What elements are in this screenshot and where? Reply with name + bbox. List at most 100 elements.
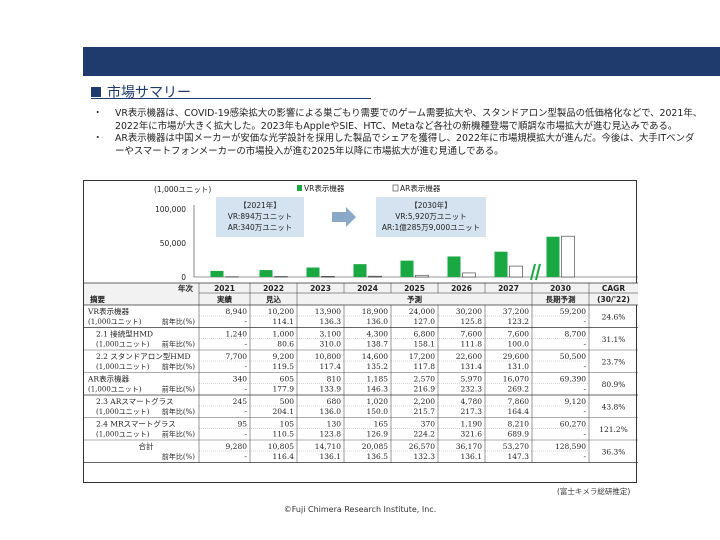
row-name: 2.2 スタンドアロン型HMD xyxy=(96,352,191,361)
cell-value: 1,000 xyxy=(273,330,295,339)
callout-2021-title: 【2021年】 xyxy=(239,200,281,210)
cell-yoy: 126.9 xyxy=(367,430,389,439)
cell-value: 9,200 xyxy=(273,352,295,361)
cell-yoy: 158.1 xyxy=(414,340,435,349)
legend-ar-swatch xyxy=(392,184,399,192)
row-yoy-label: 前年比(%) xyxy=(162,430,195,439)
cell-value: 7,700 xyxy=(226,352,248,361)
cell-value: 165 xyxy=(374,420,389,429)
cell-cagr: 24.6% xyxy=(602,312,626,321)
cell-value: 14,710 xyxy=(315,442,341,451)
cell-yoy: 100.0 xyxy=(508,340,530,349)
cell-yoy: - xyxy=(583,317,586,326)
header-cagr-sub: (30/'22) xyxy=(597,295,630,304)
cell-yoy: - xyxy=(244,317,247,326)
cell-value: 370 xyxy=(421,420,436,429)
cell-yoy: 136.0 xyxy=(320,407,342,416)
cell-yoy: - xyxy=(244,362,247,371)
cell-yoy: 138.7 xyxy=(367,340,389,349)
cell-value: 605 xyxy=(280,375,295,384)
cell-yoy: 135.2 xyxy=(367,362,389,371)
cell-value: 340 xyxy=(233,375,248,384)
cell-cagr: 36.3% xyxy=(602,447,626,456)
bar-vr-2030 xyxy=(546,236,560,277)
cell-value: 6,800 xyxy=(414,330,436,339)
cell-yoy: 110.5 xyxy=(273,430,295,439)
cell-yoy: 269.2 xyxy=(508,385,530,394)
cell-value: 1,190 xyxy=(461,420,483,429)
cell-value: 9,280 xyxy=(226,442,248,451)
cell-yoy: 117.8 xyxy=(414,362,436,371)
cell-yoy: 217.3 xyxy=(461,407,483,416)
cell-value: 10,805 xyxy=(268,442,294,451)
header-cagr: CAGR xyxy=(602,284,625,293)
cell-yoy: - xyxy=(244,407,247,416)
cell-yoy: - xyxy=(583,452,586,461)
header-year-2021: 2021 xyxy=(214,284,235,293)
cell-yoy: 164.4 xyxy=(508,407,530,416)
bar-vr-2025 xyxy=(400,260,414,277)
bar-vr-2026 xyxy=(447,256,461,277)
title-square-icon xyxy=(91,87,101,97)
cell-yoy: 689.9 xyxy=(508,430,530,439)
cell-value: 130 xyxy=(327,420,342,429)
chart-unit-label: (1,000ユニット) xyxy=(154,185,211,194)
cell-value: 10,800 xyxy=(315,352,341,361)
cell-value: 17,200 xyxy=(409,352,435,361)
cell-yoy: - xyxy=(583,385,586,394)
bar-vr-2022 xyxy=(259,270,273,277)
row-unit: (1,000ユニット) xyxy=(96,341,150,349)
row-name: VR表示機器 xyxy=(87,306,130,316)
cell-value: 4,780 xyxy=(461,397,483,406)
cell-yoy: 123.2 xyxy=(508,317,530,326)
summary-bullet-1: ・ VR表示機器は、COVID-19感染拡大の影響による巣ごもり需要でのゲーム需… xyxy=(93,108,703,133)
cell-value: 500 xyxy=(280,397,295,406)
cell-yoy: 119.5 xyxy=(273,362,295,371)
cell-yoy: 146.3 xyxy=(367,385,389,394)
cell-yoy: 136.3 xyxy=(320,317,342,326)
row-unit: (1,000ユニット) xyxy=(88,386,142,394)
cell-yoy: 80.6 xyxy=(277,340,294,349)
chart-and-table: (1,000ユニット) VR表示機器 AR表示機器 0 50,000 100,000 【20… xyxy=(83,180,638,483)
cell-yoy: - xyxy=(244,430,247,439)
cell-value: 14,600 xyxy=(362,352,388,361)
cell-yoy: 321.6 xyxy=(461,430,483,439)
header-year-2030: 2030 xyxy=(550,284,571,293)
cell-value: 128,590 xyxy=(555,442,586,451)
cell-value: 1,185 xyxy=(367,375,389,384)
cell-value: 53,270 xyxy=(503,442,529,451)
cell-value: 8,700 xyxy=(565,330,587,339)
row-yoy-label: 前年比(%) xyxy=(162,340,195,349)
arrow-right-icon xyxy=(332,207,356,227)
cell-value: 1,020 xyxy=(367,397,389,406)
row-name-total: 合計 xyxy=(139,441,154,451)
copyright: ©Fuji Chimera Research Institute, Inc. xyxy=(283,505,437,514)
cell-value: 29,600 xyxy=(503,352,529,361)
cell-yoy: 136.1 xyxy=(461,452,482,461)
cell-yoy: - xyxy=(583,430,586,439)
callout-2021-line1: VR:894万ユニット xyxy=(228,212,292,221)
table-header-bg xyxy=(84,283,638,305)
cell-value: 245 xyxy=(233,397,248,406)
summary-bullet-2: ・ AR表示機器は中国メーカーが安価な光学設計を採用した製品でシェアを獲得し、2… xyxy=(93,133,703,158)
cell-yoy: - xyxy=(244,385,247,394)
row-unit: (1,000ユニット) xyxy=(88,318,142,326)
bar-vr-2027 xyxy=(494,251,508,277)
row-yoy-label: 前年比(%) xyxy=(162,452,195,461)
cell-value: 60,270 xyxy=(560,420,586,429)
header-year-2027: 2027 xyxy=(498,284,519,293)
cell-value: 22,600 xyxy=(456,352,482,361)
callout-2030-title: 【2030年】 xyxy=(410,200,452,210)
cell-value: 1,240 xyxy=(226,330,248,339)
row-name: AR表示機器 xyxy=(87,374,130,384)
cell-cagr: 23.7% xyxy=(602,357,626,366)
cell-value: 10,200 xyxy=(268,307,294,316)
cell-yoy: 310.0 xyxy=(320,340,342,349)
subheader-estimate: 見込 xyxy=(265,294,281,304)
cell-value: 69,390 xyxy=(560,375,586,384)
y-tick-label: 0 xyxy=(181,273,186,282)
cell-value: 7,600 xyxy=(508,330,530,339)
cell-value: 18,900 xyxy=(362,307,388,316)
cell-yoy: 114.1 xyxy=(273,317,294,326)
bullet-text: AR表示機器は中国メーカーが安価な光学設計を採用した製品でシェアを獲得し、202… xyxy=(115,133,695,157)
